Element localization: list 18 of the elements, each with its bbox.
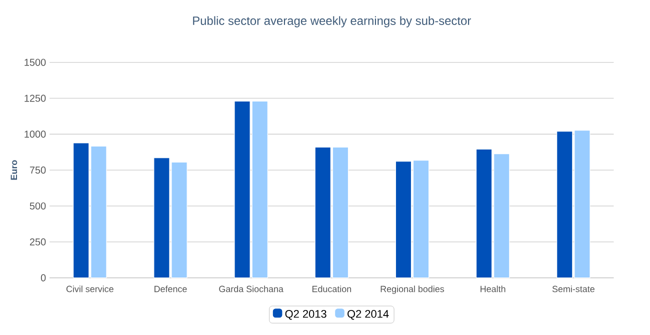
y-tick-label: 750: [30, 166, 46, 174]
y-axis-title: Euro: [10, 160, 18, 180]
y-tick-label: 500: [30, 202, 46, 210]
chart-title: Public sector average weekly earnings by sub-sector: [193, 16, 471, 28]
x-tick-label: Regional bodies: [380, 286, 444, 294]
x-tick-label: Education: [312, 286, 352, 292]
y-tick-label: 1250: [24, 95, 46, 102]
x-tick-label: Defence: [154, 286, 187, 292]
x-tick-label: Garda Siochana: [219, 286, 284, 292]
y-tick-label: 1000: [24, 130, 46, 138]
y-tick-label: 250: [30, 238, 46, 246]
legend-label: Q2 2014: [348, 310, 389, 320]
x-tick-label: Civil service: [66, 286, 114, 292]
x-tick-label: Semi-state: [552, 286, 594, 292]
y-tick-label: 0: [40, 274, 46, 282]
x-tick-label: Health: [480, 286, 506, 292]
y-tick-label: 1500: [24, 59, 46, 66]
legend-label: Q2 2013: [285, 310, 326, 320]
